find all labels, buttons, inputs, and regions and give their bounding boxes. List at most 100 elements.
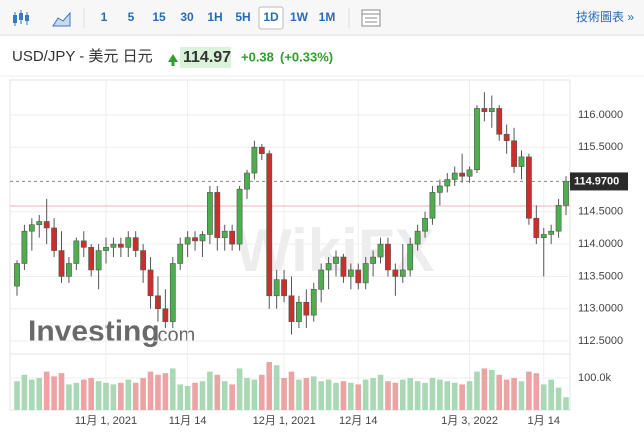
interval-button[interactable]: 1W [290,10,309,24]
candle-body [466,169,473,177]
volume-bar [236,368,243,410]
volume-bar [503,379,510,410]
volume-bar [526,371,532,410]
volume-bar [444,381,451,410]
interval-button[interactable]: 1 [101,10,108,24]
interval-button[interactable]: 1H [207,10,222,24]
volume-bar [14,381,20,410]
candle-body [273,279,280,297]
price-highlight [180,47,231,68]
candle-body [355,269,362,284]
candle-body [392,269,399,277]
candle-body [563,181,569,206]
volume-bar [362,379,369,410]
volume-bar [318,381,324,410]
y-tick-label: 116.0000 [578,109,623,121]
volume-bar [155,374,161,410]
candle-body [503,133,510,142]
volume-bar [333,382,339,410]
volume-bar [147,371,154,410]
last-price: 114.97 [183,49,231,66]
candle-body [422,217,428,232]
y-tick-label: 114.0000 [578,238,623,250]
candle-body [333,256,339,264]
candle-body [310,289,317,316]
interval-button[interactable]: 5H [235,10,250,24]
candle-body [244,172,250,190]
candle-body [73,240,80,264]
candle-body [533,217,540,238]
candle-body [555,205,562,232]
candle-body [496,108,503,135]
volume-bar [66,384,72,410]
volume-bar [273,365,280,410]
volume-bar [533,373,540,410]
volume-bar [251,379,258,410]
interval-button[interactable]: 15 [152,10,166,24]
volume-bar [310,376,317,410]
volume-bar [355,384,362,410]
up-arrow [168,54,178,66]
volume-bar [266,362,273,410]
candle-body [407,243,414,271]
candle-body [251,146,258,174]
candle-body [414,230,421,245]
volume-tick-label: 100.0k [578,372,612,384]
volume-bar [110,384,117,410]
interval-button[interactable]: 1M [319,10,336,24]
volume-bar [43,371,50,410]
volume-bar [422,382,428,410]
watermark-suffix: .com [152,324,195,346]
volume-bar [399,379,406,410]
volume-bar [229,384,235,410]
candle-body [155,295,161,310]
advanced-chart-link[interactable]: 技術圖表 » [576,10,634,24]
interval-button[interactable]: 1D [263,10,279,24]
candle-body [540,234,547,238]
volume-bar [489,370,495,410]
volume-bar [29,379,35,410]
volume-bar [563,397,569,410]
volume-bar [429,378,436,410]
volume-bar [244,378,250,410]
volume-bar [199,381,206,410]
volume-bar [288,371,295,410]
indicator-icon[interactable] [361,9,381,27]
candle-body [36,221,43,226]
candle-icon[interactable] [13,10,29,26]
candle-body [429,192,436,219]
symbol-title: USD/JPY - 美元 日元 [12,48,153,65]
candle-body [162,308,169,322]
candle-body [199,234,206,242]
candle-body [147,269,154,297]
volume-bar [95,381,102,410]
volume-bar [459,384,465,410]
interval-button[interactable]: 5 [128,10,135,24]
candle-body [518,156,525,167]
candle-body [125,237,132,248]
x-tick-label: 11月 1, 2021 [75,415,137,427]
volume-bar [214,374,221,410]
candle-body [21,230,28,264]
candle-body [377,243,384,258]
candle-body [140,250,147,271]
volume-bar [548,379,554,410]
candle-body [340,256,347,277]
area-icon[interactable] [52,11,71,27]
candle-body [481,108,488,112]
candle-body [58,250,65,277]
volume-bar [466,381,473,410]
volume-bar [303,378,310,410]
volume-bar [325,379,332,410]
interval-button[interactable]: 30 [180,10,194,24]
candle-body [370,256,377,264]
volume-bar [118,382,124,410]
volume-bar [103,382,109,410]
candle-body [347,269,354,277]
candle-body [258,146,265,154]
x-tick-label: 12月 1, 2021 [253,415,316,427]
volume-bar [392,382,399,410]
volume-bar [348,382,354,410]
volume-bar [51,376,57,410]
